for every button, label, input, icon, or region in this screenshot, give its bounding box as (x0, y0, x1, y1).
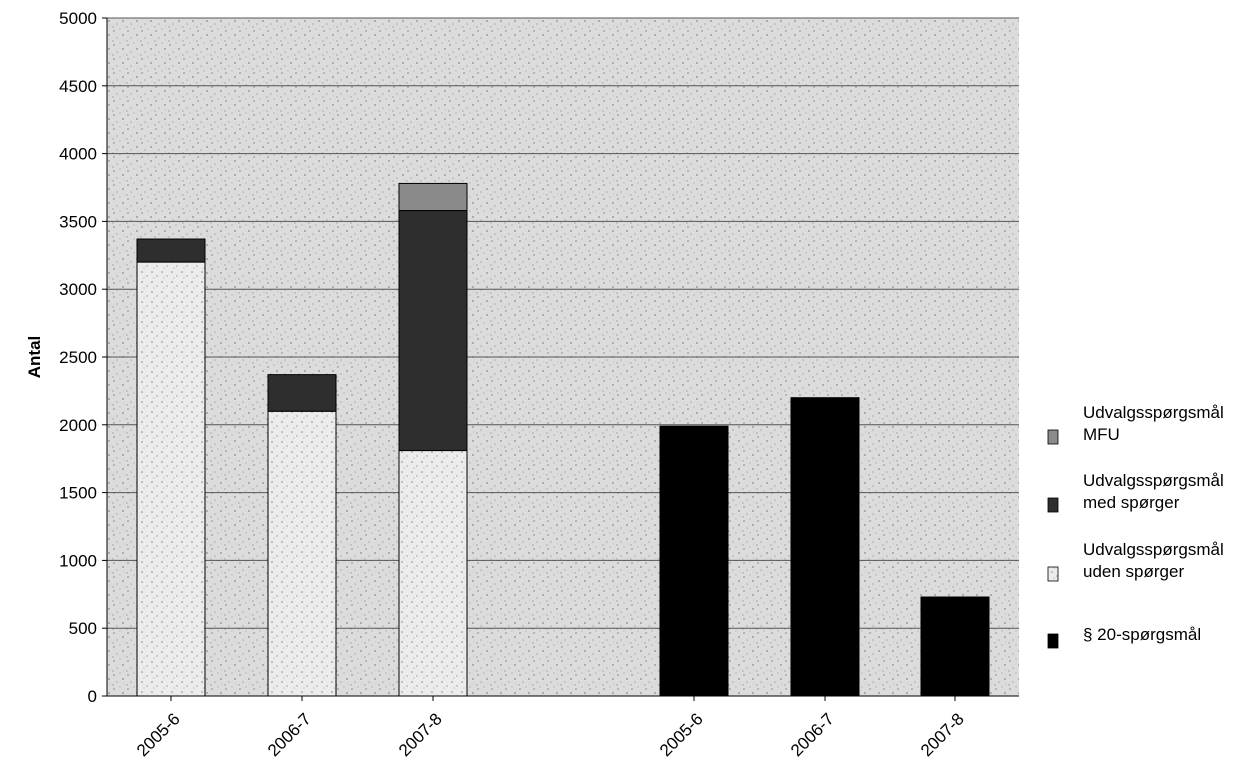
legend-label: Udvalgsspørgsmål (1083, 403, 1224, 422)
x-axis: 2005-6 2006-7 2007-8 2005-6 2006-7 2007-8 (133, 696, 968, 760)
x-tick-label: 2007-8 (917, 709, 968, 760)
bar-segment (398, 182, 468, 212)
y-axis: 0 500 1000 1500 2000 2500 3000 3500 4000 4500 5000 (59, 9, 107, 706)
y-tick-label: 1000 (59, 551, 97, 570)
legend-label: § 20-spørgsmål (1083, 625, 1201, 644)
gridlines (107, 17, 1019, 629)
x-tick-label: 2006-7 (264, 709, 315, 760)
bar-segment (398, 450, 468, 697)
x-tick-label: 2006-7 (787, 709, 838, 760)
legend-label: MFU (1083, 425, 1120, 444)
bar (659, 425, 729, 697)
bar (790, 397, 860, 697)
legend-label: uden spørger (1083, 562, 1184, 581)
y-tick-label: 4500 (59, 77, 97, 96)
y-tick-label: 1500 (59, 484, 97, 503)
y-axis-label: Antal (25, 336, 44, 379)
bar (920, 596, 990, 697)
bar-segment (267, 410, 337, 697)
legend-swatch (1047, 633, 1059, 649)
y-tick-label: 3000 (59, 280, 97, 299)
legend-label: Udvalgsspørgsmål (1083, 471, 1224, 490)
bar-segment (136, 261, 206, 697)
y-tick-label: 2000 (59, 416, 97, 435)
x-tick-label: 2005-6 (133, 709, 184, 760)
legend-swatch (1047, 429, 1059, 445)
legend-swatch (1047, 497, 1059, 513)
bar-segment (398, 210, 468, 452)
y-tick-label: 2500 (59, 348, 97, 367)
x-tick-label: 2005-6 (656, 709, 707, 760)
y-tick-label: 0 (88, 687, 97, 706)
y-tick-label: 500 (69, 619, 97, 638)
bar-segment (136, 238, 206, 263)
legend: Udvalgsspørgsmål MFU Udvalgsspørgsmål med s… (1047, 403, 1224, 649)
y-tick-label: 4000 (59, 145, 97, 164)
bar-segment (267, 374, 337, 412)
bars (136, 182, 990, 697)
legend-label: Udvalgsspørgsmål (1083, 540, 1224, 559)
legend-label: med spørger (1083, 493, 1180, 512)
x-tick-label: 2007-8 (395, 709, 446, 760)
y-tick-label: 5000 (59, 9, 97, 28)
legend-swatch (1047, 566, 1059, 582)
y-tick-label: 3500 (59, 212, 97, 231)
